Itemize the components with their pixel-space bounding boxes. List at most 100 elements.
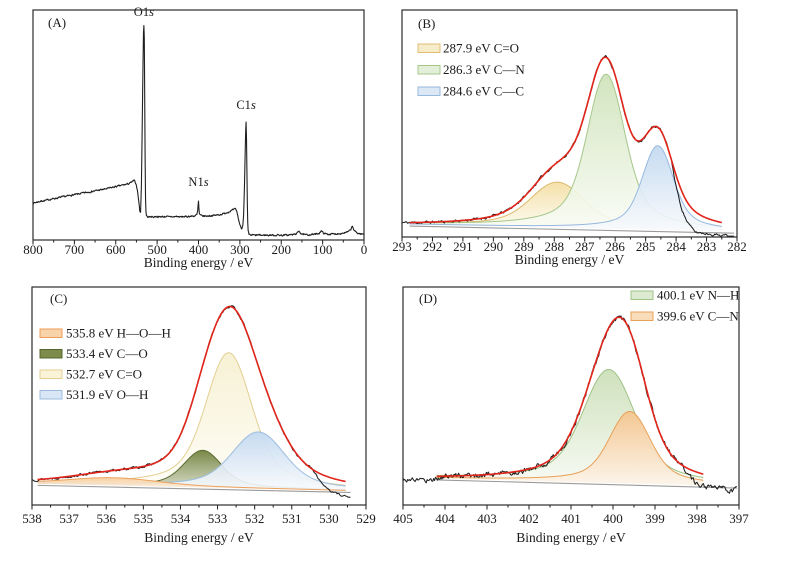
x-axis: 538 537 536 535 534 533 532 531 530 529: [22, 505, 376, 526]
component-fill-O—H: [37, 431, 346, 491]
legend-swatch: [39, 349, 63, 359]
component-fill-C—N: [436, 411, 704, 486]
panel-label: (B): [418, 16, 435, 31]
legend-label: 531.9 eV O—H: [66, 387, 148, 402]
tick-label: 533: [208, 511, 228, 526]
tick-label: 402: [519, 511, 539, 526]
tick-label: 534: [171, 511, 191, 526]
tick-label: 291: [453, 239, 473, 254]
tick-label: 300: [230, 242, 250, 257]
tick-label: 286: [605, 239, 625, 254]
x-axis: 293 292 291 290 289 288 287 286 285 284 283 282: [392, 237, 747, 254]
panel-label: (D): [419, 291, 437, 306]
tick-label: 532: [245, 511, 265, 526]
legend-swatch: [417, 65, 441, 75]
tick-label: 400: [189, 242, 209, 257]
legend-label: 287.9 eV C=O: [443, 41, 519, 56]
tick-label: 100: [313, 242, 333, 257]
tick-label: 401: [561, 511, 581, 526]
axis-title: Binding energy / eV: [516, 530, 626, 545]
panel-C: 538 537 536 535 534 533 532 531 530 529 Binding en…: [22, 286, 376, 545]
tick-label: 535: [134, 511, 154, 526]
tick-label: 399: [645, 511, 665, 526]
raw-data-curve: [402, 315, 737, 494]
tick-label: 287: [575, 239, 595, 254]
tick-label: 500: [147, 242, 167, 257]
axis-title: Binding energy / eV: [515, 252, 625, 267]
panel-B: 293 292 291 290 289 288 287 286 285 284 283 282 Bind…: [392, 9, 747, 267]
legend-swatch: [39, 390, 63, 400]
component-curve-H—O—H: [37, 477, 346, 491]
tick-label: 293: [392, 239, 412, 254]
tick-label: 537: [59, 511, 79, 526]
envelope-curve: [436, 316, 704, 478]
tick-label: 536: [96, 511, 116, 526]
plot-border: [32, 9, 365, 241]
tick-label: 285: [636, 239, 656, 254]
panel-D: 405 404 403 402 401 400 399 398 397 Binding energ…: [393, 286, 749, 545]
tick-label: 400: [603, 511, 623, 526]
tick-label: 283: [697, 239, 717, 254]
tick-label: 292: [423, 239, 443, 254]
background-line: [37, 484, 351, 494]
tick-label: 700: [65, 242, 85, 257]
legend-label: 400.1 eV N—H: [657, 288, 739, 303]
tick-label: 538: [22, 511, 42, 526]
legend-swatch: [630, 311, 654, 321]
tick-label: 404: [435, 511, 455, 526]
axis-title: Binding energy / eV: [144, 530, 254, 545]
legend-label: 533.4 eV C—O: [66, 346, 148, 361]
legend-label: 532.7 eV C=O: [66, 367, 142, 382]
x-axis: 405 404 403 402 401 400 399 398 397: [393, 505, 749, 526]
legend: 535.8 eV H—O—H 533.4 eV C—O 532.7 eV C=O 53…: [39, 326, 171, 402]
peak-annotation: C1s: [236, 98, 256, 112]
tick-label: 398: [687, 511, 707, 526]
peak-annotation: N1s: [188, 175, 208, 189]
panel-A: 800 700 600 500 400 300 200 100 0 Binding energy …: [23, 5, 367, 270]
tick-label: 0: [361, 242, 368, 257]
tick-label: 530: [319, 511, 339, 526]
tick-label: 800: [23, 242, 43, 257]
tick-label: 290: [484, 239, 504, 254]
component-fill-C—C: [409, 145, 722, 232]
tick-label: 284: [666, 239, 686, 254]
envelope-curve: [409, 56, 722, 224]
peak-annotation: O1s: [134, 5, 154, 19]
legend-swatch: [417, 43, 441, 53]
survey-curve: [32, 24, 365, 237]
tick-label: 529: [356, 511, 376, 526]
component-curve-C—N: [436, 410, 704, 481]
tick-label: 600: [106, 242, 126, 257]
tick-label: 531: [282, 511, 302, 526]
background-line: [409, 225, 734, 234]
tick-label: 200: [272, 242, 292, 257]
legend: 287.9 eV C=O 286.3 eV C—N 284.6 eV C—C: [417, 41, 525, 99]
plot-border: [401, 9, 738, 238]
panel-label: (C): [50, 291, 67, 306]
tick-label: 288: [545, 239, 565, 254]
background-line: [436, 479, 737, 489]
component-fill-H—O—H: [37, 477, 346, 491]
legend-label: 286.3 eV C—N: [443, 62, 525, 77]
legend-label: 284.6 eV C—C: [443, 84, 524, 99]
component-fill-C—O: [37, 450, 346, 491]
plot-border: [402, 286, 740, 506]
component-curve-C—C: [409, 145, 722, 227]
axis-title: Binding energy / eV: [144, 255, 254, 270]
legend-label: 535.8 eV H—O—H: [66, 326, 171, 341]
tick-label: 282: [727, 239, 747, 254]
tick-label: 289: [514, 239, 534, 254]
legend-swatch: [39, 369, 63, 379]
legend-swatch: [630, 290, 654, 300]
plot-border: [31, 286, 367, 506]
legend-label: 399.6 eV C—N: [657, 309, 739, 324]
x-axis: 800 700 600 500 400 300 200 100 0: [23, 240, 367, 257]
legend-swatch: [39, 328, 63, 338]
tick-label: 405: [393, 511, 413, 526]
legend-swatch: [417, 86, 441, 96]
envelope-curve: [37, 305, 346, 483]
legend: 400.1 eV N—H 399.6 eV C—N: [630, 288, 739, 324]
tick-label: 403: [477, 511, 497, 526]
panel-label: (A): [48, 15, 66, 30]
